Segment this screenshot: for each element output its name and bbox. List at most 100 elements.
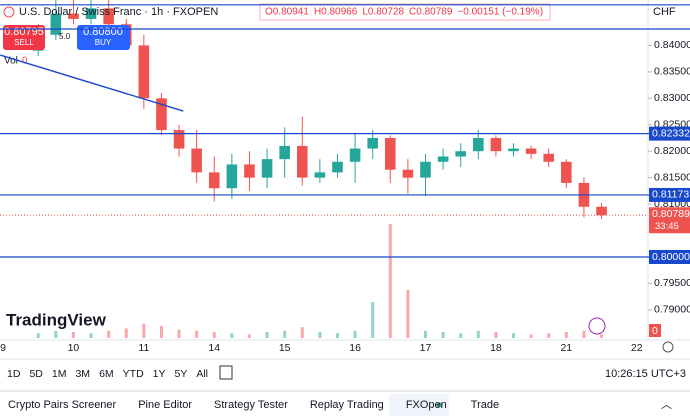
volume-bar — [600, 334, 604, 338]
x-tick-label: 18 — [490, 342, 502, 354]
logo: TradingView — [6, 310, 107, 329]
candle-body — [385, 137, 396, 170]
clock: 10:26:15 UTC+3 — [605, 368, 686, 380]
volume-bar — [54, 330, 58, 338]
countdown: 33:45 — [655, 221, 679, 232]
volume-bar — [159, 326, 163, 338]
level-label-bg — [649, 187, 690, 202]
tab[interactable]: Pine Editor — [138, 399, 192, 411]
range-button[interactable]: 1Y — [153, 368, 166, 380]
candle-body — [226, 164, 238, 189]
y-tick-label: 0.83000 — [654, 92, 690, 104]
volume-bar — [283, 330, 287, 338]
buy-button[interactable] — [77, 25, 130, 50]
candle-body — [50, 13, 62, 35]
volume-bar — [230, 333, 234, 338]
volume-bar — [335, 333, 339, 338]
x-tick-label: 16 — [349, 342, 361, 354]
volume-bar — [142, 323, 146, 338]
sell-label[interactable]: SELL — [14, 38, 34, 47]
ohlc: O0.80941 H0.80966 L0.80728 C0.80789 −0.00151… — [259, 3, 551, 21]
candle-body — [85, 8, 97, 19]
y-tick-label: 0.79000 — [654, 304, 690, 316]
range-button[interactable]: 1M — [52, 368, 67, 380]
volume-label: Vol — [4, 56, 18, 67]
ohlc-box — [259, 3, 551, 21]
y-tick-label: 0.81500 — [654, 171, 690, 183]
volume-bar — [547, 333, 551, 338]
candle-body — [420, 161, 431, 178]
volume-bar — [423, 330, 427, 338]
last-price-label: 0.80789 — [652, 208, 690, 220]
buy-price[interactable]: 0.80800 — [83, 26, 123, 38]
tab[interactable]: Replay Trading — [310, 399, 384, 411]
volume-bar — [441, 332, 445, 338]
x-tick-label: 21 — [560, 342, 572, 354]
y-tick-label: 0.83500 — [654, 66, 690, 78]
x-tick-label: 15 — [279, 342, 291, 354]
candle-body — [349, 148, 361, 162]
last-price-bg — [649, 207, 690, 234]
candle-body — [332, 161, 343, 173]
range-button[interactable]: 3M — [75, 368, 90, 380]
tab[interactable]: Trade — [471, 399, 499, 411]
range-button[interactable]: YTD — [123, 368, 144, 380]
level-label: 0.80000 — [652, 251, 690, 263]
sell-button[interactable] — [3, 25, 45, 50]
level-label-bg — [649, 250, 690, 265]
volume-value: 0 — [22, 56, 28, 67]
candle-body — [279, 145, 290, 160]
active-tab-bg — [389, 394, 449, 416]
tab[interactable]: Crypto Pairs Screener — [8, 399, 117, 411]
y-tick-label: 0.84000 — [654, 39, 690, 51]
ohlc-value: L0.80728 — [362, 7, 404, 18]
buy-label[interactable]: BUY — [95, 38, 112, 47]
collapse-icon[interactable]: ︿ — [661, 399, 672, 411]
candle-body — [244, 164, 255, 178]
tab[interactable]: FXOpen — [406, 399, 447, 411]
tab[interactable]: Strategy Tester — [214, 399, 288, 411]
date-range-icon[interactable] — [219, 365, 233, 380]
volume-bar — [529, 334, 533, 338]
x-tick-label: 9 — [0, 342, 6, 354]
range-button[interactable]: 1D — [7, 368, 21, 380]
ohlc-value: O0.80941 — [265, 7, 309, 18]
range-button[interactable]: 6M — [99, 368, 114, 380]
range-button[interactable]: 5D — [29, 368, 43, 380]
candle-body — [455, 151, 466, 157]
volume-bar — [494, 332, 498, 338]
level-label: 0.82332 — [652, 127, 690, 139]
range-button[interactable]: 5Y — [175, 368, 188, 380]
x-tick-label: 11 — [138, 342, 149, 354]
candle-body — [314, 172, 326, 178]
currency: CHF — [653, 6, 676, 18]
x-tick-label: 22 — [631, 342, 643, 354]
volume-bar — [371, 302, 375, 338]
volume-bar — [107, 330, 111, 338]
volume-fragment: 5.0 — [59, 32, 71, 41]
candle-body — [437, 156, 449, 162]
volume-bar — [406, 290, 410, 338]
candle-body — [490, 137, 502, 152]
volume-bar — [512, 333, 516, 338]
candle-body — [525, 148, 537, 154]
symbol-title: U.S. Dollar / Swiss Franc · 1h · FXOPEN — [19, 6, 218, 18]
level-label: 0.81173 — [652, 189, 689, 201]
x-tick-label: 17 — [420, 342, 432, 354]
ohlc-value: H0.80966 — [314, 7, 358, 18]
volume-bar — [564, 332, 568, 338]
volume-bar — [177, 329, 181, 338]
x-tick-label: 14 — [208, 342, 220, 354]
lightning-icon[interactable] — [588, 317, 606, 335]
volume-bar — [353, 330, 357, 338]
x-tick-label: 10 — [68, 342, 80, 354]
volume-bar — [124, 328, 128, 338]
candle-body — [596, 206, 607, 216]
sell-price[interactable]: 0.80795 — [4, 26, 44, 38]
range-button[interactable]: All — [196, 368, 208, 380]
volume-axis-bg — [649, 324, 661, 337]
settings-icon[interactable] — [662, 341, 674, 353]
candle-body — [296, 145, 308, 178]
candle-body — [402, 169, 414, 178]
